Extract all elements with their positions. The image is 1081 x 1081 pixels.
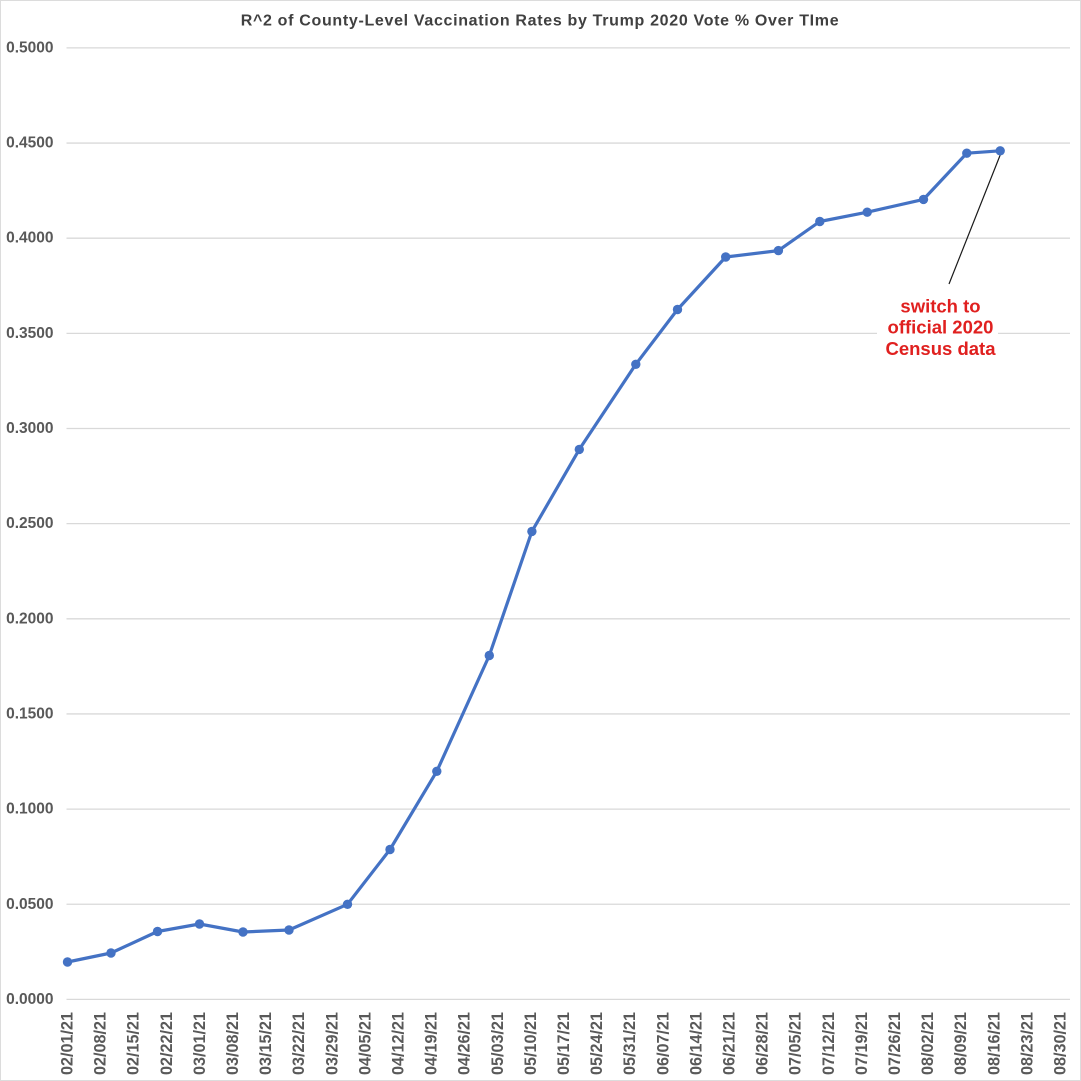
svg-text:04/12/21: 04/12/21 [390,1012,408,1075]
svg-text:07/05/21: 07/05/21 [787,1012,805,1075]
svg-text:04/05/21: 04/05/21 [356,1012,374,1075]
svg-text:R^2 of County-Level Vaccinatio: R^2 of County-Level Vaccination Rates by… [241,12,840,29]
svg-text:Census data: Census data [885,338,996,359]
svg-text:06/21/21: 06/21/21 [721,1012,739,1075]
svg-text:02/15/21: 02/15/21 [125,1012,143,1075]
svg-text:04/26/21: 04/26/21 [456,1012,474,1075]
svg-text:07/26/21: 07/26/21 [886,1012,904,1075]
svg-text:08/09/21: 08/09/21 [952,1012,970,1075]
svg-text:08/16/21: 08/16/21 [985,1012,1003,1075]
svg-text:07/12/21: 07/12/21 [820,1012,838,1075]
svg-text:06/14/21: 06/14/21 [687,1012,705,1075]
svg-text:02/08/21: 02/08/21 [92,1012,110,1075]
svg-text:03/01/21: 03/01/21 [191,1012,209,1075]
svg-text:05/24/21: 05/24/21 [588,1012,606,1075]
svg-text:08/02/21: 08/02/21 [919,1012,937,1075]
svg-text:03/15/21: 03/15/21 [257,1012,275,1075]
svg-text:03/22/21: 03/22/21 [290,1012,308,1075]
svg-text:03/29/21: 03/29/21 [323,1012,341,1075]
svg-text:0.5000: 0.5000 [6,39,53,56]
svg-text:0.0000: 0.0000 [6,991,53,1008]
svg-text:official 2020: official 2020 [888,317,994,338]
svg-text:0.1500: 0.1500 [6,705,53,722]
svg-text:0.1000: 0.1000 [6,801,53,818]
svg-text:05/03/21: 05/03/21 [489,1012,507,1075]
svg-text:switch to: switch to [900,296,980,317]
svg-text:0.0500: 0.0500 [6,896,53,913]
svg-text:04/19/21: 04/19/21 [423,1012,441,1075]
svg-text:02/22/21: 02/22/21 [158,1012,176,1075]
svg-text:07/19/21: 07/19/21 [853,1012,871,1075]
svg-text:03/08/21: 03/08/21 [224,1012,242,1075]
svg-text:08/23/21: 08/23/21 [1018,1012,1036,1075]
svg-text:05/31/21: 05/31/21 [621,1012,639,1075]
svg-text:05/10/21: 05/10/21 [522,1012,540,1075]
svg-text:08/30/21: 08/30/21 [1052,1012,1070,1075]
svg-text:06/28/21: 06/28/21 [754,1012,772,1075]
svg-text:0.3500: 0.3500 [6,325,53,342]
svg-text:0.2000: 0.2000 [6,610,53,627]
svg-text:02/01/21: 02/01/21 [59,1012,77,1075]
svg-text:0.4000: 0.4000 [6,230,53,247]
svg-text:05/17/21: 05/17/21 [555,1012,573,1075]
svg-text:0.3000: 0.3000 [6,420,53,437]
svg-text:0.4500: 0.4500 [6,135,53,152]
svg-text:06/07/21: 06/07/21 [654,1012,672,1075]
svg-text:0.2500: 0.2500 [6,515,53,532]
